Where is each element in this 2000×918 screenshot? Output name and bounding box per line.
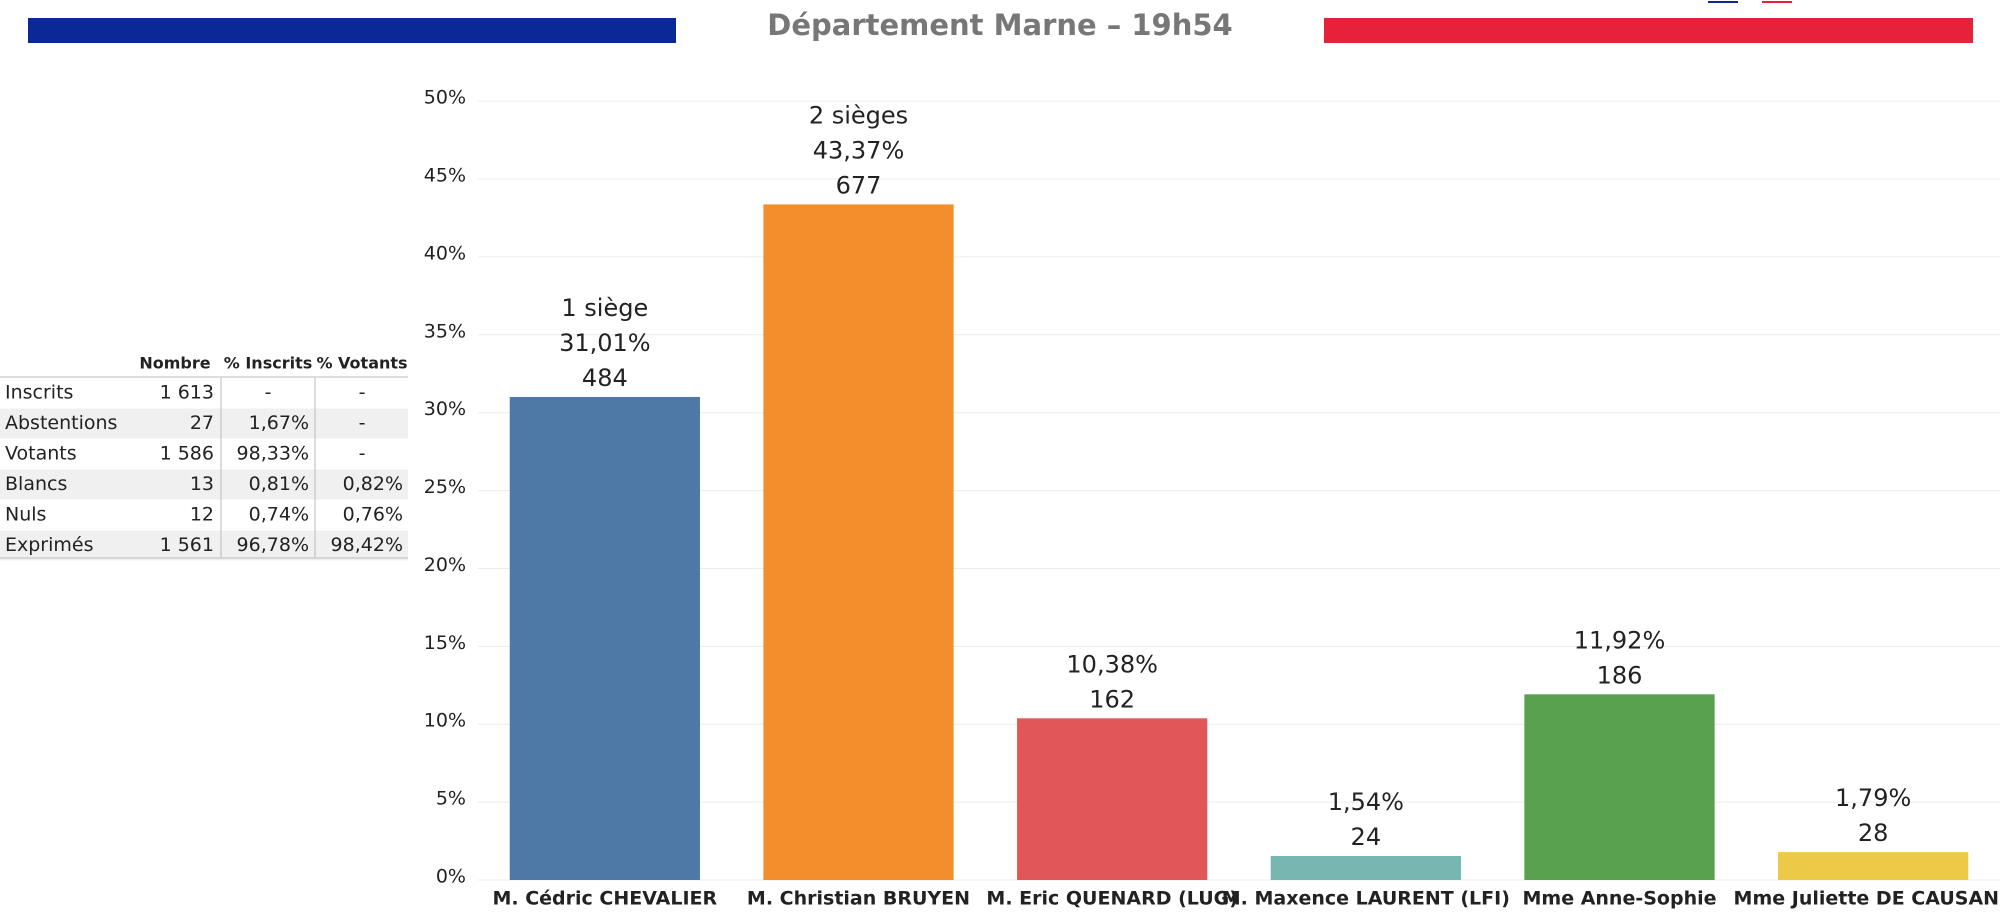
row-label: Inscrits — [5, 382, 73, 404]
table-header: % Votants — [316, 354, 407, 373]
title: Département Marne – 19h54 — [767, 8, 1233, 42]
row-label: Blancs — [5, 473, 67, 495]
x-tick-label: M. Eric QUENARD (LUG) — [986, 888, 1237, 910]
cell: 1 586 — [160, 443, 214, 465]
cell: 1 613 — [160, 382, 214, 404]
bar — [1270, 856, 1461, 880]
cell: 0,81% — [249, 473, 309, 495]
percent-label: 31,01% — [559, 329, 651, 357]
y-tick-label: 50% — [424, 87, 466, 109]
y-tick-label: 10% — [424, 710, 466, 732]
x-tick-label: Mme Anne-Sophie — [1523, 888, 1717, 910]
vote-label: 484 — [582, 364, 628, 392]
vote-label: 28 — [1858, 819, 1889, 847]
x-tick-label: M. Cédric CHEVALIER — [492, 888, 717, 910]
cell: 12 — [190, 504, 214, 526]
vote-label: 677 — [836, 171, 882, 199]
cell: 1,67% — [249, 412, 309, 434]
cell: 13 — [190, 473, 214, 495]
row-shade — [0, 530, 408, 561]
row-label: Nuls — [5, 504, 46, 526]
row-shade — [0, 469, 408, 500]
row-shade — [0, 408, 408, 439]
flag-blue-band — [28, 18, 676, 43]
bar — [1017, 718, 1208, 880]
y-tick-label: 40% — [424, 242, 466, 264]
cell: 98,42% — [331, 534, 403, 556]
table-header: % Inscrits — [224, 354, 313, 373]
cell: 0,82% — [343, 473, 403, 495]
cell: - — [265, 382, 272, 404]
y-tick-label: 0% — [436, 866, 466, 888]
cell: 96,78% — [237, 534, 309, 556]
cell: 27 — [190, 412, 214, 434]
cell: - — [359, 382, 366, 404]
seat-label: 2 sièges — [809, 101, 908, 129]
vote-label: 186 — [1597, 661, 1643, 689]
cell: 0,76% — [343, 504, 403, 526]
vote-label: 24 — [1351, 823, 1382, 851]
table-header: Nombre — [139, 354, 210, 373]
cell: - — [359, 412, 366, 434]
row-label: Votants — [5, 443, 77, 465]
seat-label: 1 siège — [561, 294, 648, 322]
bar — [1524, 694, 1715, 880]
percent-label: 10,38% — [1066, 650, 1158, 678]
y-tick-label: 25% — [424, 476, 466, 498]
percent-label: 11,92% — [1574, 626, 1666, 654]
bar — [509, 396, 700, 880]
y-tick-label: 20% — [424, 554, 466, 576]
row-label: Abstentions — [5, 412, 117, 434]
y-tick-label: 30% — [424, 398, 466, 420]
cell: 98,33% — [237, 443, 309, 465]
flag-red-band — [1324, 18, 1973, 43]
cell: 0,74% — [249, 504, 309, 526]
bar — [763, 204, 954, 881]
y-tick-label: 35% — [424, 320, 466, 342]
x-tick-label: Mme Juliette DE CAUSANS — [1734, 888, 2000, 910]
y-tick-label: 45% — [424, 165, 466, 187]
x-tick-label: M. Christian BRUYEN — [747, 888, 970, 910]
cell: - — [359, 443, 366, 465]
y-tick-label: 15% — [424, 632, 466, 654]
vote-label: 162 — [1089, 685, 1135, 713]
percent-label: 43,37% — [813, 136, 905, 164]
percent-label: 1,54% — [1328, 788, 1404, 816]
bar — [1778, 852, 1969, 880]
y-tick-label: 5% — [436, 788, 466, 810]
x-tick-label: M. Maxence LAURENT (LFI) — [1222, 888, 1510, 910]
cell: 1 561 — [160, 534, 214, 556]
row-label: Exprimés — [5, 534, 94, 556]
percent-label: 1,79% — [1835, 784, 1911, 812]
